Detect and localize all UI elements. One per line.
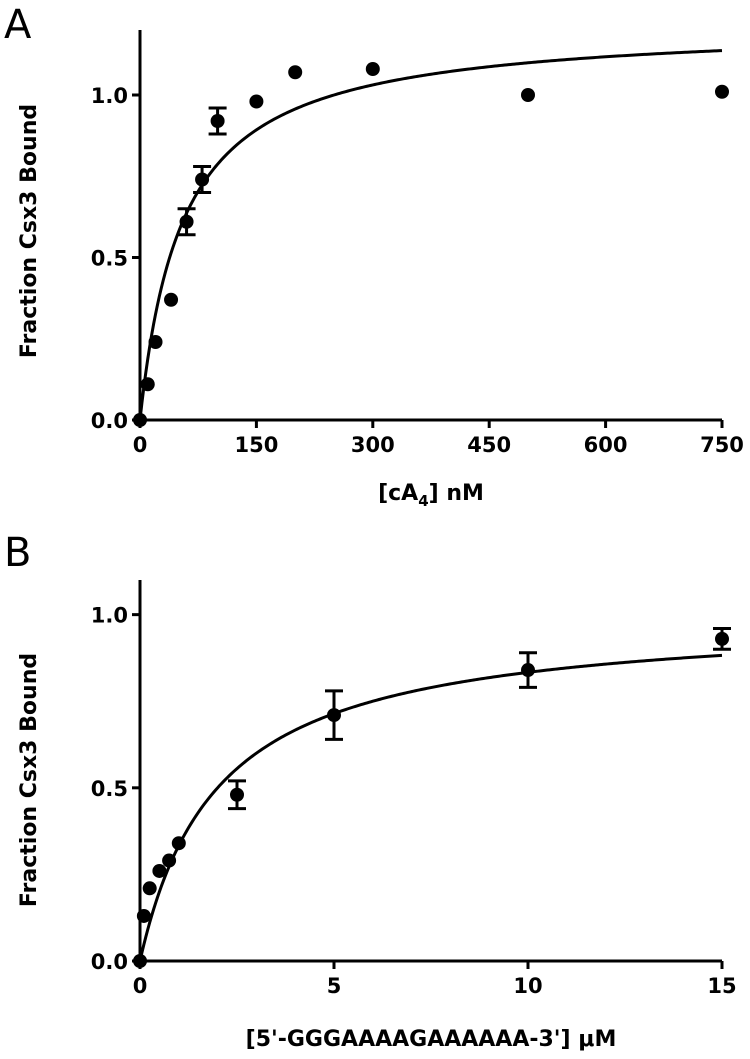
panel-b-data-point [521,663,535,678]
panel-a: A Fraction Csx3 Bound [cA4] nM 0 150 300 45… [4,2,744,510]
panel-b-data-point [142,881,157,896]
panel-a-x-tick-label: 450 [467,433,511,457]
panel-b-x-tick-label: 0 [133,974,148,998]
panel-b-data-point [230,787,244,802]
panel-b-data-point [171,836,186,851]
panel-a-data-point [365,62,380,76]
panel-b-y-tick-label: 1.0 [91,604,128,628]
panel-a-x-axis-label-sub: 4 [418,492,428,510]
panel-a-data-point [210,114,225,128]
panel-a-x-tick-label: 750 [700,433,744,457]
panel-b: B Fraction Csx3 Bound [5'-GGGAAAAGAAAAAA… [4,530,737,1052]
panel-a-x-tick-label: 600 [584,433,628,457]
panel-b-y-axis-label: Fraction Csx3 Bound [17,653,42,907]
panel-b-x-tick-label: 15 [707,974,736,998]
panel-a-data-point [715,84,729,99]
panel-b-letter: B [4,530,31,576]
panel-a-data-point [148,335,163,349]
panel-a-x-tick-label: 300 [351,433,395,457]
panel-b-x-tick-label: 5 [327,974,342,998]
panel-a-data-point [179,214,194,229]
panel-a-y-tick-label: 1.0 [91,84,128,108]
panel-b-y-tick-label: 0.5 [91,777,128,801]
panel-a-y-axis-label: Fraction Csx3 Bound [17,104,42,358]
panel-a-data-point [521,88,535,102]
panel-b-data-point [152,863,167,878]
panel-b-y-tick-label: 0.0 [91,950,128,974]
panel-a-x-axis-label-post: ] nM [429,481,484,506]
panel-b-data-point [133,954,147,968]
panel-a-y-tick-label: 0.5 [91,247,128,271]
panel-a-x-axis-label: [cA4] nM [378,481,484,510]
panel-a-x-tick-label: 0 [133,433,148,457]
panel-a-data-point [249,94,264,109]
panel-b-fit-curve [138,653,723,962]
panel-b-x-axis-label: [5'-GGGAAAAGAAAAAA-3'] μM [246,1027,617,1052]
panel-a-x-tick-label: 150 [234,433,278,457]
panel-b-data-point [715,631,729,646]
panel-a-data-point [133,413,147,427]
panel-a-y-tick-label: 0.0 [91,409,128,433]
panel-a-fit-curve [138,49,723,421]
panel-a-letter: A [4,2,32,48]
panel-a-x-axis-label-pre: [cA [378,481,418,506]
panel-b-data-point [327,708,341,723]
panel-b-data-point [136,908,151,923]
panel-b-x-tick-label: 10 [513,974,542,998]
panel-a-data-point [140,377,155,392]
panel-a-data-point [164,292,179,307]
panel-b-data-point [162,853,177,868]
panel-a-data-point [288,65,303,80]
panel-a-data-point [195,172,210,187]
